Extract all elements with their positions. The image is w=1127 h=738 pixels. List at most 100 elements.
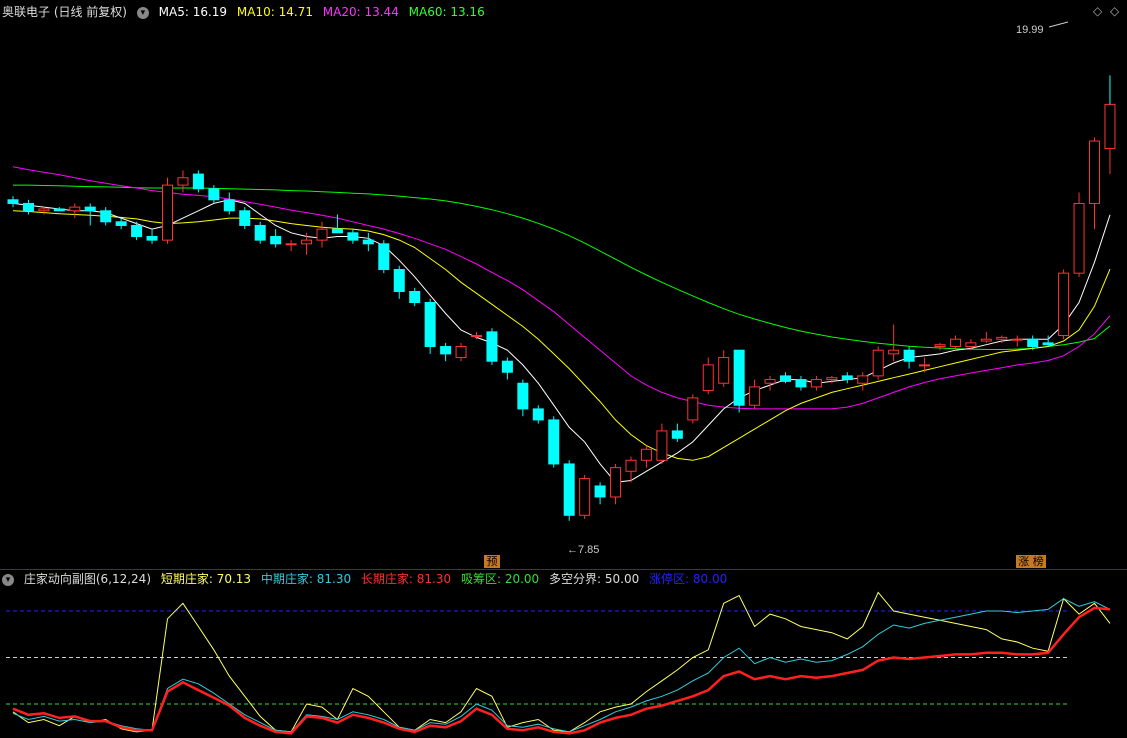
candle[interactable] (934, 342, 946, 351)
candle[interactable] (625, 456, 637, 483)
candle[interactable] (285, 240, 297, 252)
candle[interactable] (919, 357, 931, 373)
candle[interactable] (949, 335, 961, 351)
candle[interactable] (424, 298, 436, 354)
candle[interactable] (888, 324, 900, 362)
sub-chart[interactable] (0, 570, 1127, 738)
candle[interactable] (347, 229, 359, 244)
candle[interactable] (1089, 137, 1100, 230)
candle[interactable] (980, 331, 992, 343)
candle[interactable] (162, 177, 173, 244)
candle[interactable] (223, 192, 235, 215)
candle[interactable] (610, 463, 622, 505)
candle[interactable] (69, 203, 81, 219)
candle[interactable] (440, 342, 452, 362)
candle[interactable] (548, 416, 560, 468)
main-chart-title[interactable]: 奥联电子 (日线 前复权) (2, 5, 127, 19)
candle[interactable] (841, 372, 853, 384)
candle[interactable] (1011, 335, 1023, 347)
candle[interactable] (1027, 335, 1039, 351)
candle[interactable] (702, 357, 714, 395)
pre-marker[interactable]: 预 (484, 555, 500, 568)
candle[interactable] (996, 335, 1008, 343)
diamond-icon[interactable]: ◇ (1110, 4, 1120, 18)
candle-body (532, 408, 544, 421)
candle[interactable] (115, 218, 127, 230)
candle-body (270, 235, 282, 245)
ma5-line (12, 199, 1111, 483)
candle[interactable] (764, 375, 776, 391)
candle[interactable] (301, 232, 313, 255)
ma10-line (12, 210, 1111, 461)
candle[interactable] (270, 229, 282, 248)
candle-body (1104, 103, 1116, 149)
candle[interactable] (1058, 269, 1070, 340)
rise-label: 涨停区: 80.00 (649, 572, 728, 586)
candle[interactable] (594, 482, 606, 505)
candle[interactable] (810, 375, 822, 391)
candle-body (903, 349, 915, 362)
pre-marker-label: 预 (486, 555, 498, 568)
candle[interactable] (362, 232, 374, 252)
candle[interactable] (254, 221, 266, 244)
candle[interactable] (733, 349, 745, 413)
diamond-icon[interactable]: ◇ (1093, 4, 1103, 18)
candle[interactable] (378, 240, 390, 274)
candle[interactable] (579, 474, 591, 519)
candle[interactable] (903, 346, 915, 369)
candle[interactable] (671, 423, 683, 442)
candle-body (38, 208, 50, 212)
sub-chart-title[interactable]: 庄家动向副图(6,12,24) (23, 572, 151, 586)
candle[interactable] (53, 207, 65, 212)
candle[interactable] (486, 328, 498, 365)
candle[interactable] (239, 207, 251, 230)
min-price-label: ←7.85 (567, 544, 599, 556)
candle-body (501, 360, 513, 373)
candle[interactable] (192, 170, 204, 193)
candle[interactable] (316, 221, 328, 248)
candle[interactable] (687, 394, 699, 424)
candle[interactable] (563, 460, 575, 521)
candle[interactable] (131, 221, 143, 241)
sub-chart-header: ▾ 庄家动向副图(6,12,24) 短期庄家: 70.13 中期庄家: 81.3… (0, 570, 733, 588)
candle[interactable] (501, 357, 513, 380)
rank-marker[interactable]: 涨 榜 (1016, 555, 1046, 568)
candle-body (996, 336, 1008, 340)
candle[interactable] (517, 379, 529, 417)
candle[interactable] (749, 379, 761, 409)
candle[interactable] (22, 199, 34, 215)
candle[interactable] (455, 342, 467, 362)
candle[interactable] (780, 372, 791, 384)
candle[interactable] (393, 265, 405, 299)
candle[interactable] (872, 346, 884, 380)
candle[interactable] (1042, 335, 1054, 347)
candle-body (888, 349, 900, 355)
candle[interactable] (826, 375, 838, 384)
candle[interactable] (409, 287, 421, 307)
candle[interactable] (84, 203, 96, 226)
mid-label: 中期庄家: 81.30 (260, 572, 352, 586)
candle[interactable] (965, 339, 977, 351)
candle[interactable] (471, 331, 482, 340)
candle[interactable] (656, 423, 668, 464)
candle[interactable] (331, 214, 343, 234)
candle[interactable] (38, 207, 50, 215)
chevron-down-icon[interactable]: ▾ (2, 573, 14, 586)
candle[interactable] (795, 375, 807, 391)
candle-body (687, 397, 699, 421)
candle[interactable] (640, 445, 652, 468)
candle[interactable] (177, 170, 189, 193)
candle[interactable] (1073, 192, 1085, 277)
chevron-down-icon[interactable]: ▾ (136, 6, 149, 19)
candle-body (702, 364, 714, 392)
candle[interactable] (100, 207, 112, 226)
main-chart[interactable]: 19.99 ←7.85 (0, 0, 1127, 568)
candle[interactable] (718, 350, 730, 387)
candle[interactable] (857, 372, 869, 391)
candle[interactable] (7, 196, 19, 208)
absorb-label: 吸筹区: 20.00 (460, 572, 540, 586)
candle[interactable] (208, 185, 220, 204)
candle[interactable] (146, 229, 158, 244)
candle[interactable] (532, 405, 544, 424)
candle-body (115, 221, 127, 226)
